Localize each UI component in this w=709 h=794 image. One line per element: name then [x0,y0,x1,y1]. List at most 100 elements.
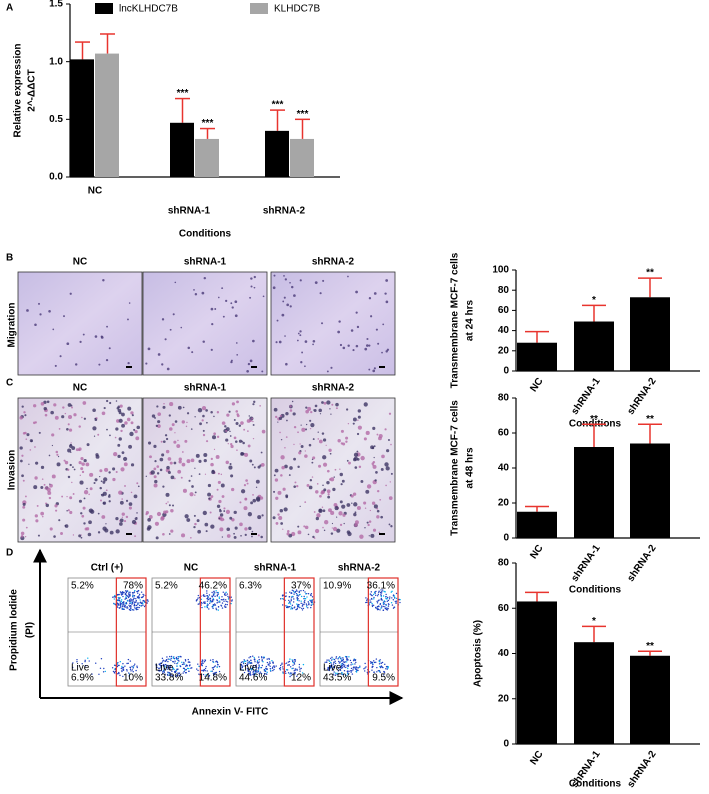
cell [20,459,23,463]
event [269,669,272,672]
event [323,667,326,670]
event [210,670,212,673]
cell [372,426,376,430]
flow-title: NC [184,563,198,574]
cell [119,404,123,408]
cell [340,483,343,486]
event [330,665,332,667]
event [347,665,349,667]
y-axis-label: Apoptosis (%) [473,620,484,687]
event [188,670,190,672]
cell [234,314,238,318]
cell [333,476,335,478]
event [212,593,215,595]
event [127,672,130,674]
event [311,596,314,598]
cell [287,529,290,533]
event [246,662,249,664]
event [161,661,163,664]
cell [66,496,68,498]
event [343,670,346,672]
event [203,669,206,671]
event [240,661,243,664]
event [330,664,333,666]
event [177,662,179,664]
cell [75,363,78,366]
cell [388,412,392,415]
cell [215,454,220,459]
event [292,661,294,664]
event [218,596,220,598]
event [269,667,272,670]
event [382,666,384,669]
event [178,674,180,677]
cell [195,453,200,458]
cell [252,494,254,496]
event [379,666,382,669]
cell [82,333,85,336]
event [279,667,282,669]
event [142,599,145,602]
event [176,668,178,670]
event [380,597,383,600]
event [256,661,259,663]
cell [153,483,158,488]
quadrant-label: 46.2% [199,581,227,592]
event [209,599,212,602]
event [134,589,136,592]
cell [297,431,299,434]
event [221,596,223,598]
event [142,602,144,605]
y-tick-label: 20 [498,693,510,704]
event [208,676,210,678]
cell [384,292,387,295]
cell [323,401,327,405]
cell [199,422,202,426]
event [282,672,284,674]
cell [180,326,183,329]
bar [630,443,670,538]
cell [299,334,302,337]
event [291,589,294,591]
row-label: Invasion [7,450,18,491]
cell [219,509,222,513]
cell [368,520,372,523]
cell [201,406,207,411]
cell [331,527,333,529]
cell [316,513,321,518]
event [163,665,166,667]
event [126,662,128,665]
cell [279,508,284,513]
event [289,601,291,603]
cell [182,488,187,493]
cell [190,536,192,539]
cell [352,417,357,422]
cell [255,486,258,488]
event [382,602,385,605]
quadrant-label: 10% [123,673,143,684]
event [342,665,344,667]
cell [322,526,324,529]
event [293,607,295,609]
event [143,601,146,603]
event [160,669,162,672]
cell [380,467,384,471]
cell [78,448,81,452]
cell [147,518,151,522]
cell [312,456,316,460]
cell [25,438,28,440]
cell [233,535,237,539]
cell [218,517,221,520]
event [329,666,331,668]
event [289,666,292,668]
cell [378,434,383,439]
bar [574,642,614,744]
event [250,668,252,670]
cell [173,461,177,465]
cell [228,410,231,413]
cell [104,467,109,472]
cell [366,337,369,341]
event [123,608,125,611]
cell [69,444,73,448]
event [216,664,219,666]
